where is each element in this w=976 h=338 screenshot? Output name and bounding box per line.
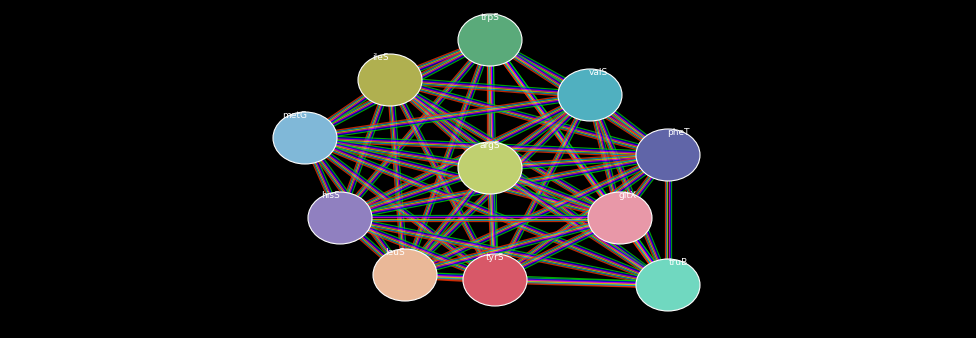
Text: valS: valS [589, 68, 608, 77]
Text: leuS: leuS [386, 248, 405, 257]
Ellipse shape [588, 192, 652, 244]
Ellipse shape [373, 249, 437, 301]
Text: pheT: pheT [667, 128, 689, 137]
Text: ileS: ileS [372, 53, 388, 62]
Ellipse shape [458, 142, 522, 194]
Ellipse shape [463, 254, 527, 306]
Text: tyrS: tyrS [486, 253, 505, 262]
Text: truB: truB [669, 258, 688, 267]
Ellipse shape [458, 14, 522, 66]
Text: trpS: trpS [480, 13, 500, 22]
Text: gltX: gltX [619, 191, 637, 200]
Ellipse shape [558, 69, 622, 121]
Ellipse shape [273, 112, 337, 164]
Ellipse shape [308, 192, 372, 244]
Ellipse shape [636, 129, 700, 181]
Ellipse shape [636, 259, 700, 311]
Text: hisS: hisS [321, 191, 340, 200]
Text: argS: argS [479, 141, 501, 150]
Text: metG: metG [282, 111, 307, 120]
Ellipse shape [358, 54, 422, 106]
